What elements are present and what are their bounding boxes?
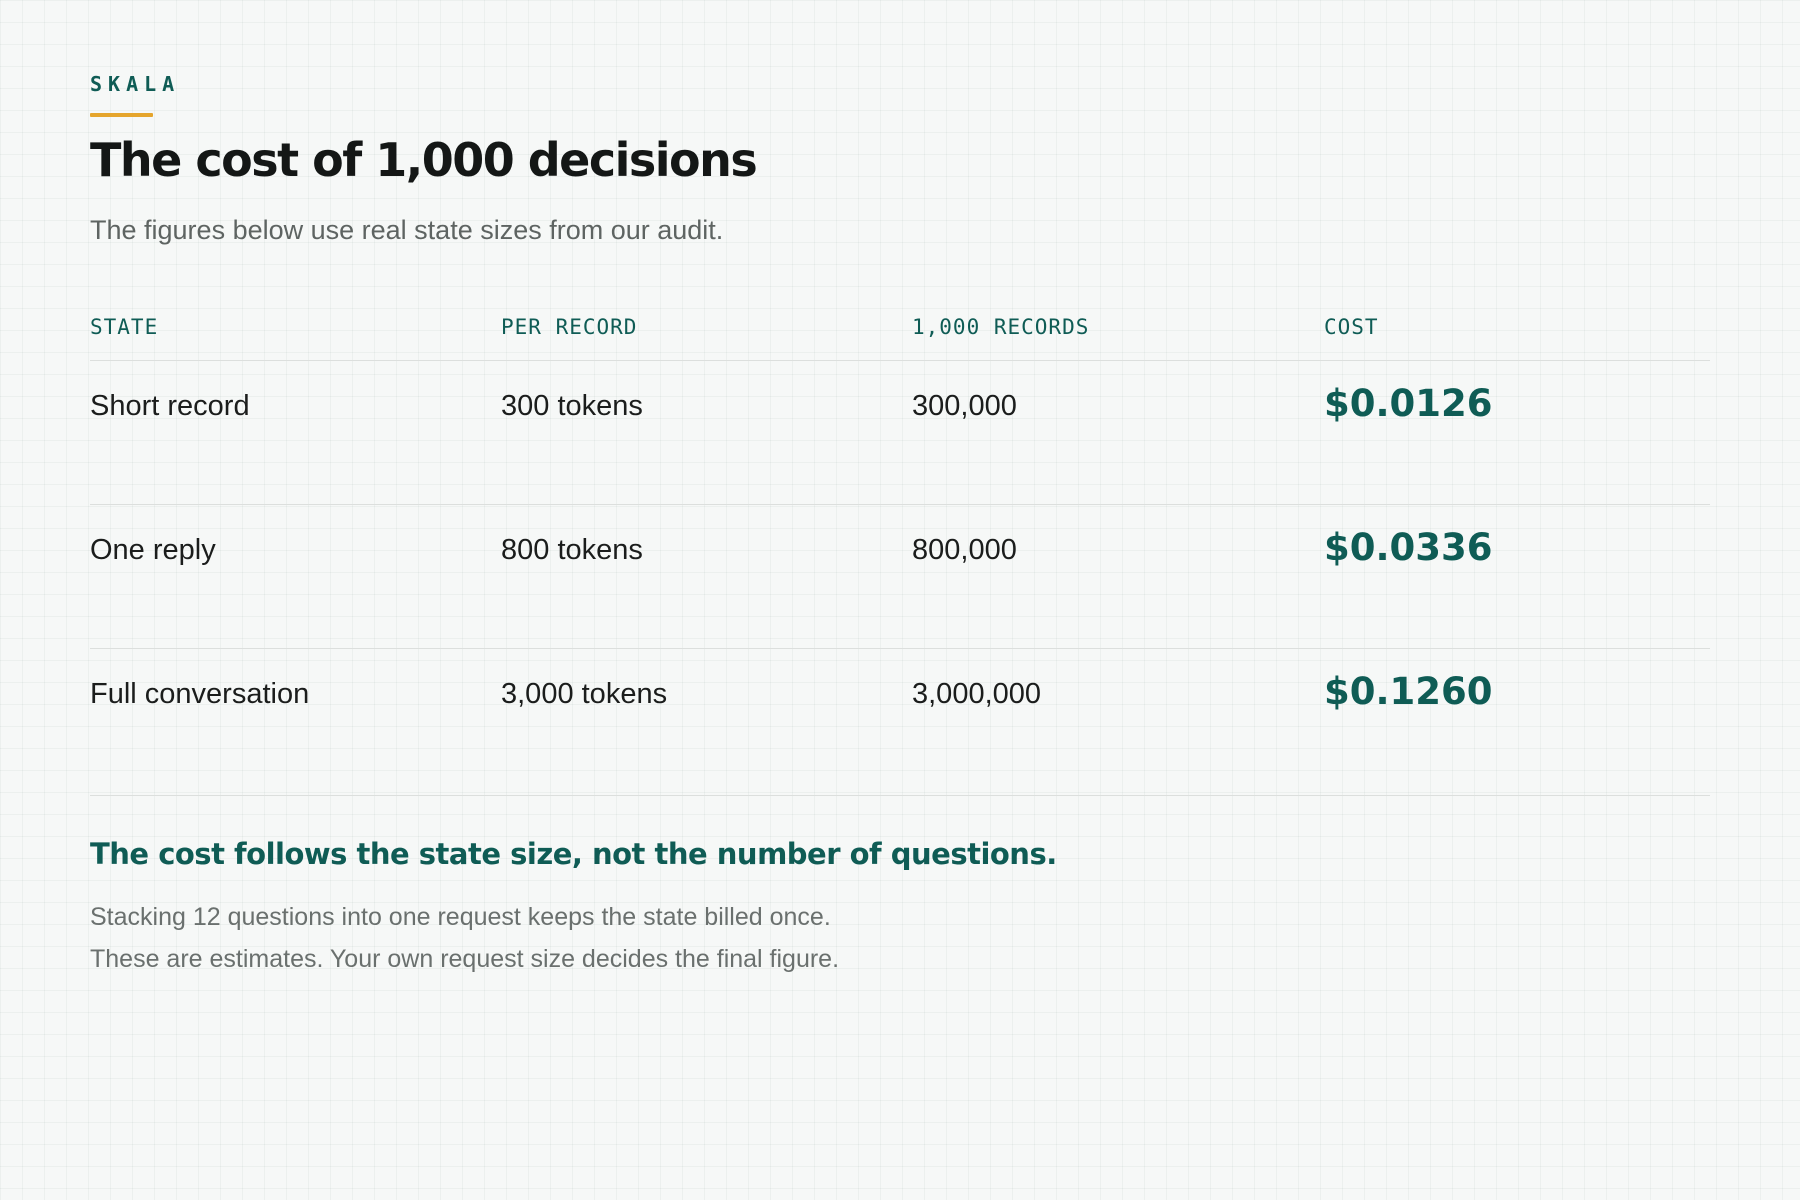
records-1000-cell: 300,000 xyxy=(912,390,1017,422)
column-header-per-record: PER RECORD xyxy=(501,315,638,339)
footnote: These are estimates. Your own request si… xyxy=(90,945,840,973)
takeaway-statement: The cost follows the state size, not the… xyxy=(90,837,1057,871)
table-row: Full conversation 3,000 tokens 3,000,000… xyxy=(90,649,1710,796)
cost-cell: $0.0336 xyxy=(1324,526,1493,569)
per-record-cell: 3,000 tokens xyxy=(501,678,668,710)
brand-label: SKALA xyxy=(90,72,181,96)
page-title: The cost of 1,000 decisions xyxy=(90,133,758,187)
state-cell: Full conversation xyxy=(90,678,310,710)
table-row: One reply 800 tokens 800,000 $0.0336 xyxy=(90,505,1710,649)
state-cell: Short record xyxy=(90,390,250,422)
cost-cell: $0.0126 xyxy=(1324,382,1493,425)
per-record-cell: 800 tokens xyxy=(501,534,643,566)
table-row: Short record 300 tokens 300,000 $0.0126 xyxy=(90,361,1710,505)
cost-cell: $0.1260 xyxy=(1324,670,1493,713)
column-header-1000-records: 1,000 RECORDS xyxy=(912,315,1090,339)
records-1000-cell: 3,000,000 xyxy=(912,678,1042,710)
page-subtitle: The figures below use real state sizes f… xyxy=(90,215,724,245)
records-1000-cell: 800,000 xyxy=(912,534,1017,566)
cost-table: STATE PER RECORD 1,000 RECORDS COST Shor… xyxy=(90,300,1710,796)
column-header-state: STATE xyxy=(90,315,159,339)
footnote: Stacking 12 questions into one request k… xyxy=(90,903,831,931)
column-header-cost: COST xyxy=(1324,315,1379,339)
table-header: STATE PER RECORD 1,000 RECORDS COST xyxy=(90,300,1710,361)
accent-rule xyxy=(90,113,153,117)
state-cell: One reply xyxy=(90,534,216,566)
per-record-cell: 300 tokens xyxy=(501,390,643,422)
